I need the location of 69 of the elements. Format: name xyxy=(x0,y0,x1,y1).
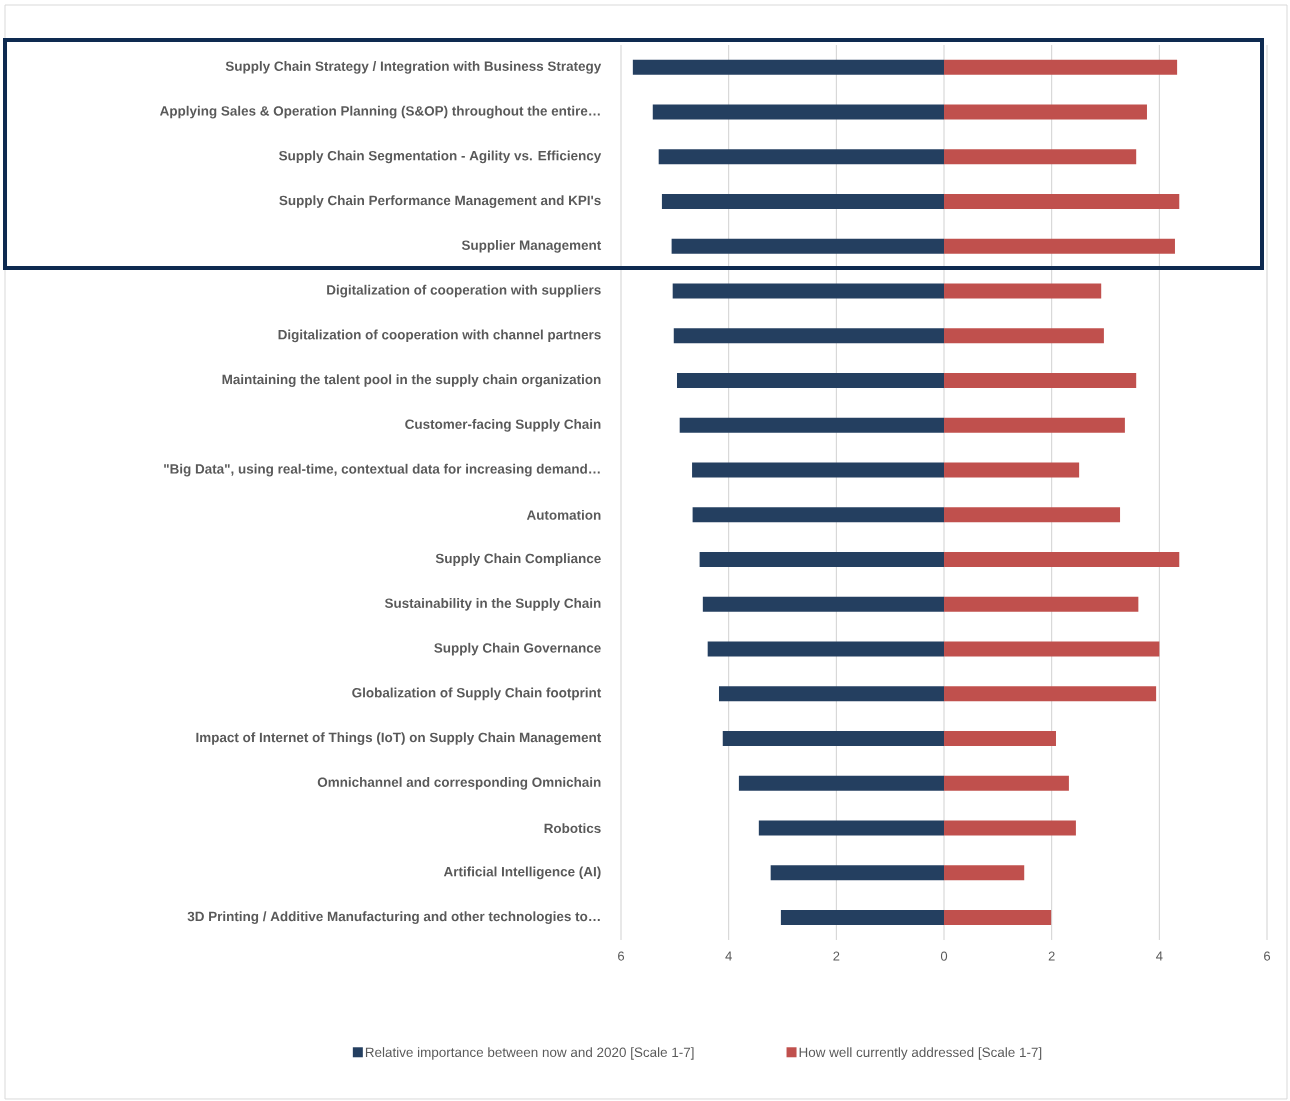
bar xyxy=(944,194,1180,210)
y-tick-label: Supply Chain Performance Management and KPI's xyxy=(279,195,601,208)
bar xyxy=(673,328,945,344)
x-tick-label: 2 xyxy=(1048,951,1055,961)
y-tick-label: Applying Sales & Operation Planning (S&OP) throughout the entire… xyxy=(159,105,600,119)
bar xyxy=(944,910,1052,926)
y-tick-label: Globalization of Supply Chain footprint xyxy=(352,687,602,701)
y-tick-label: Digitalization of cooperation with channel partners xyxy=(278,329,601,343)
legend-label: Relative importance between now and 2020 [Scale 1-7] xyxy=(365,1047,694,1060)
bar xyxy=(632,59,945,75)
bar xyxy=(702,596,945,612)
y-tick-label: Impact of Internet of Things (IoT) on Supply Chain Management xyxy=(196,732,602,745)
bar xyxy=(672,283,945,299)
bar xyxy=(692,462,945,478)
bar xyxy=(944,104,1147,120)
bar xyxy=(944,775,1069,791)
y-tick-label: Supply Chain Compliance xyxy=(435,553,601,566)
bar xyxy=(758,820,945,836)
y-tick-label: "Big Data", using real-time, contextual data for increasing demand… xyxy=(164,463,600,477)
bar xyxy=(944,59,1178,75)
bar xyxy=(770,865,945,881)
bar xyxy=(679,417,945,433)
bar xyxy=(944,507,1121,523)
bar xyxy=(661,194,945,210)
bar xyxy=(944,283,1102,299)
x-tick-label: 6 xyxy=(618,951,625,961)
y-tick-label: Supply Chain Governance xyxy=(434,642,601,656)
bar xyxy=(944,686,1157,702)
bar xyxy=(944,552,1180,568)
y-tick-label: Sustainability in the Supply Chain xyxy=(384,598,601,611)
bar xyxy=(671,238,945,254)
bar xyxy=(944,820,1076,836)
y-tick-label: Maintaining the talent pool in the supply chain organization xyxy=(222,374,601,387)
bar xyxy=(944,417,1125,433)
bar xyxy=(699,552,945,568)
x-tick-label: 0 xyxy=(940,951,948,961)
bar xyxy=(944,373,1137,389)
y-tick-label: Artificial Intelligence (AI) xyxy=(443,866,601,880)
y-tick-label: Supplier Management xyxy=(461,240,602,253)
bar xyxy=(944,731,1056,747)
bar xyxy=(738,775,945,791)
x-tick-label: 4 xyxy=(1156,951,1163,961)
bar xyxy=(944,238,1175,254)
bar xyxy=(944,641,1160,657)
legend-label: How well currently addressed [Scale 1-7] xyxy=(799,1047,1042,1060)
y-tick-label: Supply Chain Strategy / Integration with Business Strategy xyxy=(225,61,602,74)
y-tick-label: 3D Printing / Additive Manufacturing and other technologies to… xyxy=(187,911,600,924)
bar xyxy=(707,641,945,657)
bar xyxy=(944,328,1104,344)
x-tick-label: 4 xyxy=(725,951,732,961)
y-tick-label: Omnichannel and corresponding Omnichain xyxy=(317,777,601,790)
y-tick-label: Digitalization of cooperation with suppliers xyxy=(327,284,601,298)
x-tick-label: 6 xyxy=(1264,951,1271,961)
y-tick-label: Automation xyxy=(526,509,601,520)
bar xyxy=(780,910,945,926)
y-tick-label: Customer-facing Supply Chain xyxy=(405,419,601,432)
x-tick-label: 2 xyxy=(833,951,840,961)
y-tick-label: Supply Chain Segmentation - Agility vs. Efficiency xyxy=(279,150,602,164)
bar xyxy=(658,149,945,165)
bar xyxy=(692,507,945,523)
y-tick-label: Robotics xyxy=(544,823,601,834)
bar xyxy=(944,462,1080,478)
bar xyxy=(944,596,1139,612)
bar xyxy=(944,865,1025,881)
bar xyxy=(652,104,945,120)
bar xyxy=(722,731,945,747)
bar xyxy=(944,149,1137,165)
bar xyxy=(676,373,945,389)
bar xyxy=(718,686,945,702)
